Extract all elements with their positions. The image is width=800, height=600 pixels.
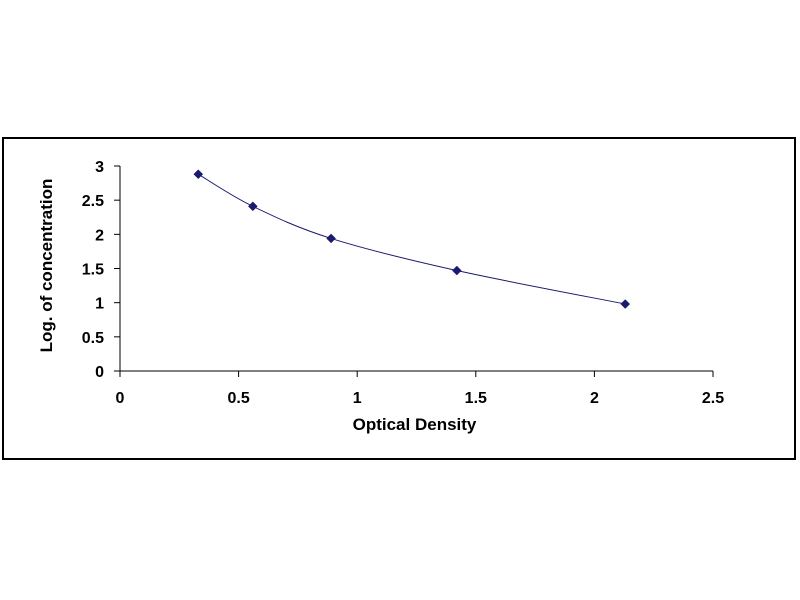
chart-frame <box>2 137 796 460</box>
y-tick-label: 2 <box>95 227 104 244</box>
x-tick-label: 1.5 <box>465 390 487 407</box>
data-point <box>620 299 631 309</box>
fit-curve <box>198 173 626 305</box>
data-point <box>326 233 336 244</box>
data-point <box>193 169 204 180</box>
axes: 0 0.5 1 1.5 2 2.5 0 0.5 1 1.5 2 2.5 3 <box>82 159 724 407</box>
y-tick-label: 2.5 <box>82 193 104 210</box>
x-tick-label: 0.5 <box>227 390 249 407</box>
y-tick-label: 0 <box>95 364 104 381</box>
data-point <box>451 265 462 276</box>
y-tick-label: 3 <box>95 159 104 176</box>
y-tick-label: 0.5 <box>82 330 104 347</box>
x-tick-label: 2 <box>590 390 599 407</box>
data-point <box>247 201 258 212</box>
points-layer <box>193 169 631 309</box>
x-tick-label: 2.5 <box>702 390 724 407</box>
y-tick-label: 1 <box>95 296 104 313</box>
x-tick-label: 1 <box>353 390 362 407</box>
curve-layer <box>198 173 626 305</box>
y-tick-label: 1.5 <box>82 262 104 279</box>
y-axis-title: Log. of concentration <box>37 179 56 353</box>
x-axis-title: Optical Density <box>353 415 477 434</box>
x-tick-label: 0 <box>116 390 125 407</box>
